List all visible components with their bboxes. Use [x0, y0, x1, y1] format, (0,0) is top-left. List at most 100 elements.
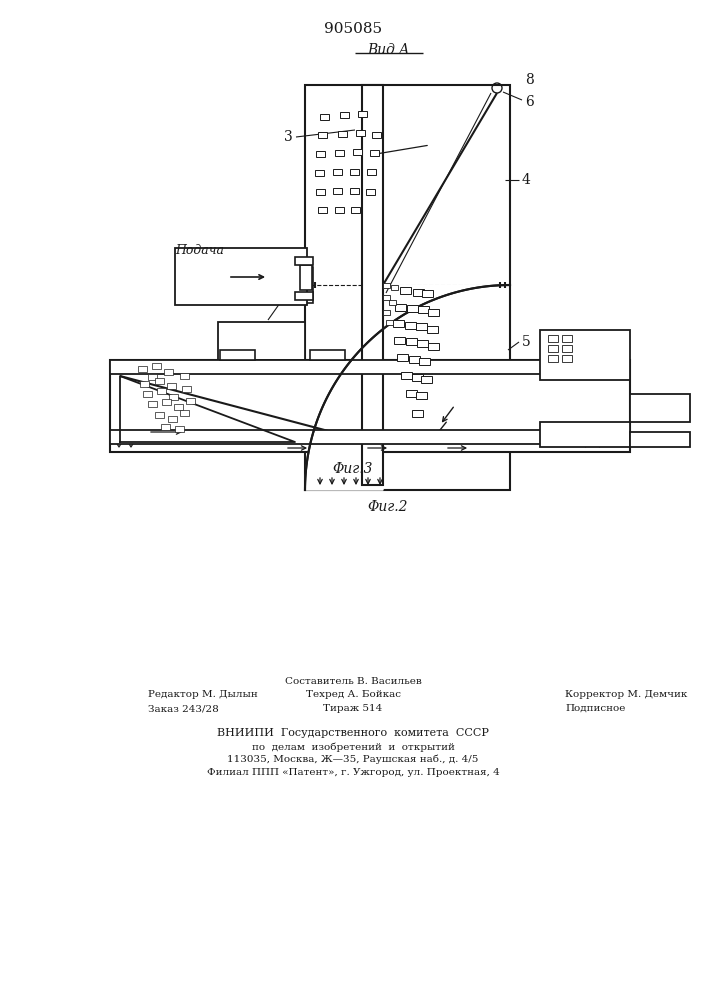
Bar — [406, 338, 417, 345]
Bar — [180, 373, 189, 379]
Bar — [295, 257, 313, 265]
Bar — [417, 340, 428, 347]
Bar — [383, 283, 390, 288]
Bar — [416, 392, 427, 399]
Bar — [630, 394, 690, 422]
Text: 5: 5 — [522, 335, 531, 349]
Text: Подача: Подача — [175, 244, 225, 257]
Bar — [418, 306, 429, 313]
Text: по  делам  изобретений  и  открытий: по делам изобретений и открытий — [252, 742, 455, 752]
Bar — [143, 391, 152, 397]
Bar — [295, 267, 313, 303]
Bar — [405, 322, 416, 329]
Bar — [351, 207, 360, 213]
Bar — [110, 360, 630, 452]
Bar — [540, 422, 630, 447]
Text: Заказ 243/28: Заказ 243/28 — [148, 704, 218, 713]
Bar — [421, 376, 432, 383]
Bar — [320, 114, 329, 120]
Bar — [140, 381, 149, 387]
Text: Редактор М. Дылын: Редактор М. Дылын — [148, 690, 258, 699]
Bar — [164, 369, 173, 375]
Bar — [370, 150, 379, 156]
Bar — [148, 374, 157, 380]
Text: Φиг.2: Φиг.2 — [368, 500, 408, 514]
Text: 3: 3 — [284, 130, 293, 144]
Bar — [318, 132, 327, 138]
Text: 2: 2 — [259, 322, 267, 336]
Bar — [300, 265, 312, 290]
Bar — [338, 131, 347, 137]
Bar — [562, 335, 572, 342]
Bar — [110, 360, 560, 374]
Bar — [175, 248, 307, 305]
Bar — [383, 295, 390, 300]
Text: 6: 6 — [525, 95, 534, 109]
Bar — [353, 149, 362, 155]
Bar — [386, 320, 393, 325]
Bar — [412, 410, 423, 417]
Bar — [383, 310, 390, 315]
Bar — [157, 388, 166, 394]
Bar — [394, 337, 405, 344]
Bar — [548, 355, 558, 362]
Text: 113035, Москва, Ж—35, Раушская наб., д. 4/5: 113035, Москва, Ж—35, Раушская наб., д. … — [228, 755, 479, 764]
Bar — [401, 372, 412, 379]
Text: Тираж 514: Тираж 514 — [323, 704, 382, 713]
Text: 8: 8 — [525, 73, 534, 87]
Bar — [389, 300, 396, 305]
Bar — [167, 383, 176, 389]
Bar — [362, 85, 383, 485]
Text: 4: 4 — [522, 173, 531, 187]
Bar — [333, 169, 342, 175]
Text: Филиал ППП «Патент», г. Ужгород, ул. Проектная, 4: Филиал ППП «Патент», г. Ужгород, ул. Про… — [206, 768, 499, 777]
Bar — [318, 207, 327, 213]
Bar — [340, 112, 349, 118]
Bar — [366, 189, 375, 195]
Bar — [335, 207, 344, 213]
Text: ВНИИПИ  Государственного  комитета  СССР: ВНИИПИ Государственного комитета СССР — [217, 728, 489, 738]
Bar — [295, 292, 313, 300]
Bar — [416, 323, 427, 330]
Text: Вид A: Вид A — [367, 43, 409, 57]
Bar — [397, 354, 408, 361]
Bar — [155, 412, 164, 418]
Bar — [562, 355, 572, 362]
Bar — [175, 426, 184, 432]
Bar — [168, 416, 177, 422]
Bar — [315, 170, 324, 176]
Polygon shape — [120, 376, 295, 442]
Bar — [395, 304, 406, 311]
Bar — [305, 85, 510, 490]
Bar — [110, 430, 560, 444]
Bar — [138, 366, 147, 372]
Bar — [630, 432, 690, 447]
Bar — [413, 289, 424, 296]
Bar — [391, 285, 398, 290]
Bar — [148, 401, 157, 407]
Text: Корректор М. Демчик: Корректор М. Демчик — [565, 690, 687, 699]
Bar — [406, 390, 417, 397]
Text: Составитель В. Васильев: Составитель В. Васильев — [285, 677, 421, 686]
Bar — [155, 378, 164, 384]
Bar — [162, 399, 171, 405]
Bar — [316, 189, 325, 195]
Bar — [412, 374, 423, 381]
Bar — [180, 410, 189, 416]
Bar — [427, 326, 438, 333]
Bar — [419, 358, 430, 365]
Bar — [218, 322, 305, 360]
Bar — [540, 330, 630, 380]
Bar — [407, 305, 418, 312]
Bar — [174, 404, 183, 410]
Bar — [562, 345, 572, 352]
Bar — [169, 394, 178, 400]
Bar — [548, 345, 558, 352]
Bar — [316, 151, 325, 157]
Bar — [335, 150, 344, 156]
Bar — [152, 363, 161, 369]
Bar — [409, 356, 420, 363]
Bar — [161, 424, 170, 430]
Bar — [310, 350, 345, 360]
Bar — [182, 386, 191, 392]
